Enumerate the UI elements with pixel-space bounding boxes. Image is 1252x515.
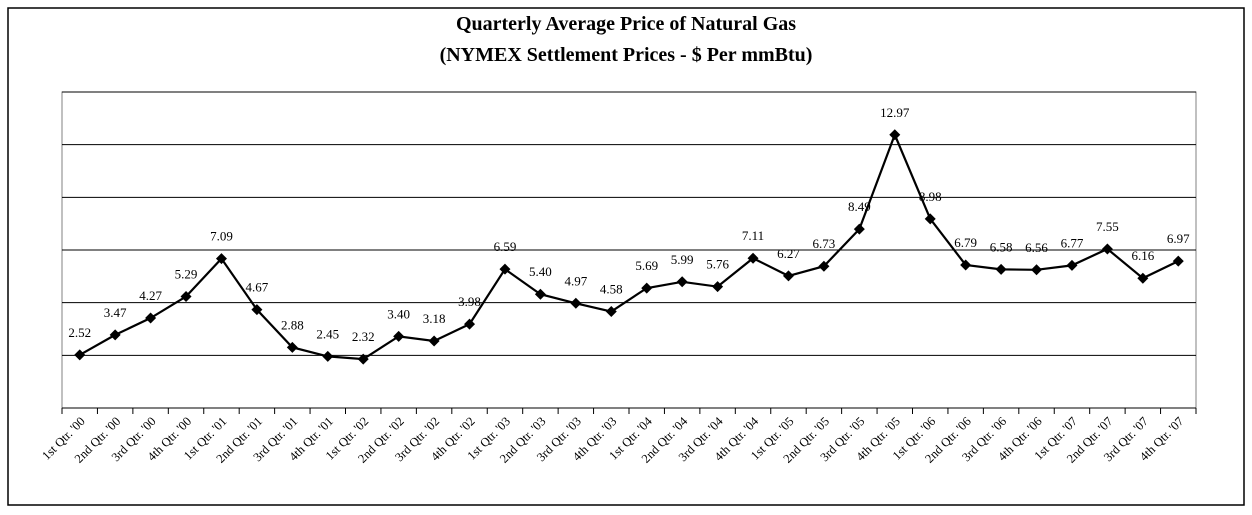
data-label: 7.55 — [1096, 219, 1119, 234]
data-point — [747, 252, 759, 264]
data-point — [1031, 264, 1043, 276]
data-point — [499, 263, 511, 275]
chart-title: Quarterly Average Price of Natural Gas — [456, 13, 796, 35]
data-point — [251, 304, 263, 316]
data-label: 12.97 — [880, 105, 910, 120]
data-label: 6.27 — [777, 246, 800, 261]
data-label: 6.59 — [494, 239, 517, 254]
data-point — [676, 276, 688, 288]
data-point — [818, 260, 830, 272]
data-point — [995, 263, 1007, 275]
data-label: 2.88 — [281, 317, 304, 332]
data-label: 2.52 — [68, 325, 91, 340]
data-label: 5.76 — [706, 257, 729, 272]
data-label: 6.79 — [954, 235, 977, 250]
data-label: 8.98 — [919, 189, 942, 204]
data-point — [215, 253, 227, 265]
data-label: 6.73 — [813, 236, 836, 251]
data-label: 4.97 — [564, 273, 587, 288]
data-label: 6.77 — [1061, 235, 1084, 250]
data-point — [782, 270, 794, 282]
data-label: 7.11 — [742, 228, 764, 243]
data-point — [960, 259, 972, 271]
data-label: 5.99 — [671, 252, 694, 267]
data-point — [286, 341, 298, 353]
data-point — [393, 330, 405, 342]
data-label: 3.18 — [423, 311, 446, 326]
data-point — [712, 281, 724, 293]
data-point — [1066, 259, 1078, 271]
data-point — [605, 306, 617, 318]
data-line — [79, 131, 1179, 361]
data-label: 4.58 — [600, 282, 623, 297]
data-label: 3.98 — [458, 294, 481, 309]
data-point — [570, 297, 582, 309]
data-label: 2.45 — [316, 326, 339, 341]
data-label: 5.40 — [529, 264, 552, 279]
data-label: 6.97 — [1167, 231, 1190, 246]
data-label: 4.67 — [246, 280, 269, 295]
data-label: 4.27 — [139, 288, 162, 303]
data-label: 6.58 — [990, 239, 1013, 254]
data-point — [641, 282, 653, 294]
data-point — [1137, 272, 1149, 284]
data-label: 7.09 — [210, 229, 233, 244]
data-label: 8.49 — [848, 199, 871, 214]
chart-subtitle: (NYMEX Settlement Prices - $ Per mmBtu) — [440, 44, 813, 66]
data-point — [889, 129, 901, 141]
data-label: 5.69 — [635, 258, 658, 273]
data-point — [924, 213, 936, 225]
data-point — [1172, 255, 1184, 267]
data-point — [145, 312, 157, 324]
data-label: 5.29 — [175, 267, 198, 282]
data-point — [74, 349, 86, 361]
data-point — [322, 350, 334, 362]
data-point — [180, 291, 192, 303]
data-label: 2.32 — [352, 329, 375, 344]
data-point — [109, 329, 121, 341]
data-point — [357, 353, 369, 365]
data-label: 6.56 — [1025, 240, 1048, 255]
data-point — [853, 223, 865, 235]
data-point — [1101, 243, 1113, 255]
data-label: 3.40 — [387, 306, 410, 321]
data-label: 3.47 — [104, 305, 127, 320]
data-point — [464, 318, 476, 330]
data-point — [428, 335, 440, 347]
data-point — [534, 288, 546, 300]
data-label: 6.16 — [1131, 248, 1154, 263]
